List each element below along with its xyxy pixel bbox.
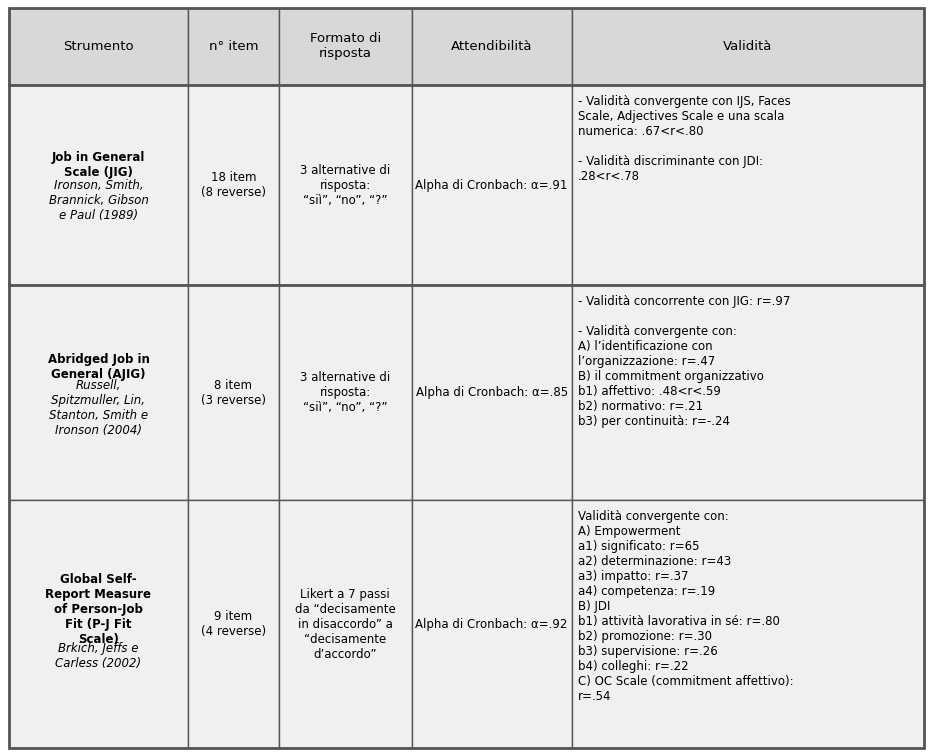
Bar <box>411 286 572 500</box>
Bar <box>279 8 411 85</box>
Text: Alpha di Cronbach: α=.85: Alpha di Cronbach: α=.85 <box>415 386 567 399</box>
Text: 9 item
(4 reverse): 9 item (4 reverse) <box>201 610 266 638</box>
Text: 3 alternative di
risposta:
“siì”, “no”, “?”: 3 alternative di risposta: “siì”, “no”, … <box>300 164 391 207</box>
Bar <box>572 286 924 500</box>
Text: Ironson, Smith,
Brannick, Gibson
e Paul (1989): Ironson, Smith, Brannick, Gibson e Paul … <box>49 179 148 222</box>
Text: Brkich, Jeffs e
Carless (2002): Brkich, Jeffs e Carless (2002) <box>55 643 142 671</box>
Text: Formato di
risposta: Formato di risposta <box>310 33 381 60</box>
Bar <box>572 500 924 748</box>
Text: Russell,
Spitzmuller, Lin,
Stanton, Smith e
Ironson (2004): Russell, Spitzmuller, Lin, Stanton, Smit… <box>49 379 148 437</box>
Text: 8 item
(3 reverse): 8 item (3 reverse) <box>201 379 266 407</box>
Text: Global Self-
Report Measure
of Person-Job
Fit (P-J Fit
Scale): Global Self- Report Measure of Person-Jo… <box>46 573 151 646</box>
Bar <box>279 286 411 500</box>
Bar <box>9 500 188 748</box>
Bar <box>188 286 279 500</box>
Text: Job in General
Scale (JIG): Job in General Scale (JIG) <box>52 150 146 178</box>
Bar <box>572 85 924 286</box>
Text: Abridged Job in
General (AJIG): Abridged Job in General (AJIG) <box>48 352 149 380</box>
Text: Validità convergente con:
A) Empowerment
a1) significato: r=65
a2) determinazion: Validità convergente con: A) Empowerment… <box>578 510 794 703</box>
Text: Alpha di Cronbach: α=.91: Alpha di Cronbach: α=.91 <box>415 179 568 192</box>
Text: - Validità convergente con IJS, Faces
Scale, Adjectives Scale e una scala
numeri: - Validità convergente con IJS, Faces Sc… <box>578 95 791 183</box>
Text: - Validità concorrente con JIG: r=.97

- Validità convergente con:
A) l’identifi: - Validità concorrente con JIG: r=.97 - … <box>578 295 790 428</box>
Bar <box>411 500 572 748</box>
Text: Alpha di Cronbach: α=.92: Alpha di Cronbach: α=.92 <box>415 618 568 631</box>
Bar <box>188 8 279 85</box>
Text: Validità: Validità <box>723 40 773 53</box>
Text: Strumento: Strumento <box>63 40 133 53</box>
Text: 3 alternative di
risposta:
“siì”, “no”, “?”: 3 alternative di risposta: “siì”, “no”, … <box>300 371 391 414</box>
Bar <box>279 500 411 748</box>
Bar <box>411 8 572 85</box>
Bar <box>411 85 572 286</box>
Text: Likert a 7 passi
da “decisamente
in disaccordo” a
“decisamente
d’accordo”: Likert a 7 passi da “decisamente in disa… <box>295 588 396 661</box>
Bar <box>188 85 279 286</box>
Text: 18 item
(8 reverse): 18 item (8 reverse) <box>201 172 266 200</box>
Bar <box>9 8 188 85</box>
Text: n° item: n° item <box>209 40 258 53</box>
Bar <box>279 85 411 286</box>
Bar <box>9 286 188 500</box>
Text: Attendibilità: Attendibilità <box>451 40 533 53</box>
Bar <box>572 8 924 85</box>
Bar <box>188 500 279 748</box>
Bar <box>9 85 188 286</box>
